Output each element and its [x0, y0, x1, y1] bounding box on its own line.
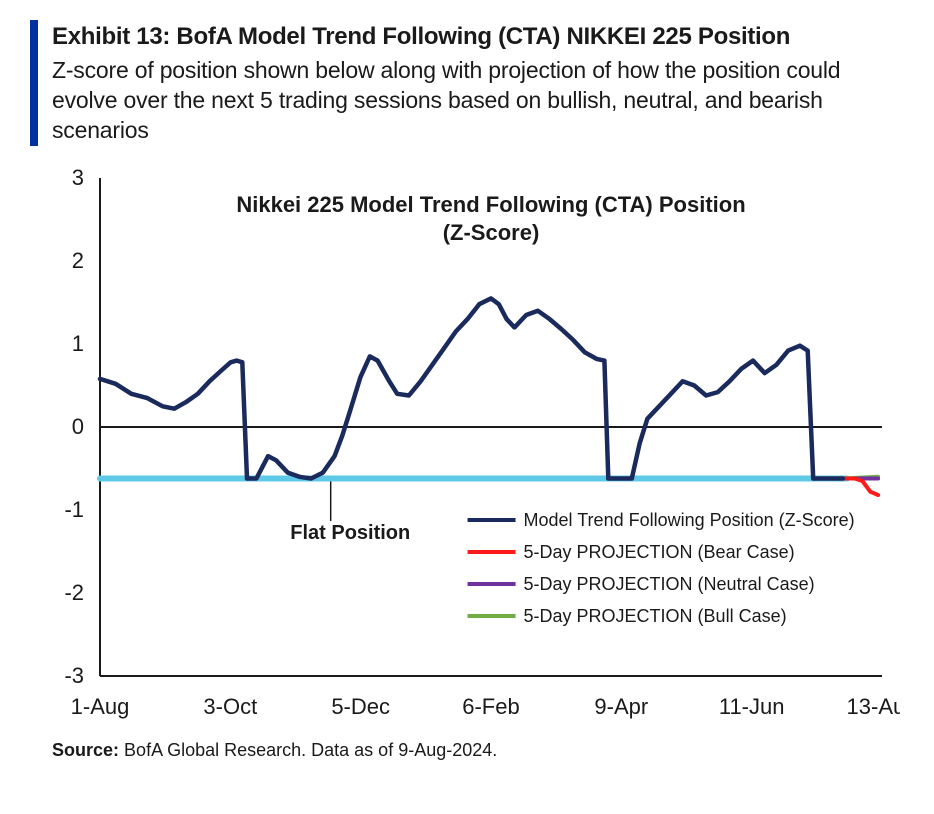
series-main	[100, 298, 843, 478]
exhibit-title: Exhibit 13: BofA Model Trend Following (…	[52, 22, 904, 52]
y-tick-label: 2	[72, 248, 84, 273]
x-tick-label: 11-Jun	[719, 694, 785, 719]
y-tick-label: 3	[72, 166, 84, 190]
y-tick-label: 0	[72, 414, 84, 439]
chart-title-line2: (Z-Score)	[443, 220, 540, 245]
chart-title-line1: Nikkei 225 Model Trend Following (CTA) P…	[236, 192, 745, 217]
exhibit-header: Exhibit 13: BofA Model Trend Following (…	[30, 20, 904, 146]
source-text: BofA Global Research. Data as of 9-Aug-2…	[124, 740, 497, 760]
accent-bar	[30, 20, 38, 146]
legend-label: 5-Day PROJECTION (Bear Case)	[524, 542, 795, 562]
x-tick-label: 3-Oct	[203, 694, 257, 719]
x-tick-label: 13-Aug	[847, 694, 900, 719]
legend-label: Model Trend Following Position (Z-Score)	[524, 510, 855, 530]
source-label: Source:	[52, 740, 119, 760]
chart-svg: -3 -2 -1 0 1 2 3 1-Aug 3-Oct 5-Dec 6-Feb 9-Apr 11-Ju…	[30, 166, 900, 726]
legend-label: 5-Day PROJECTION (Neutral Case)	[524, 574, 815, 594]
flat-position-label: Flat Position	[290, 522, 410, 544]
chart: -3 -2 -1 0 1 2 3 1-Aug 3-Oct 5-Dec 6-Feb 9-Apr 11-Ju…	[30, 166, 900, 726]
exhibit-subtitle: Z-score of position shown below along wi…	[52, 56, 904, 146]
header-text: Exhibit 13: BofA Model Trend Following (…	[52, 20, 904, 146]
y-tick-label: -1	[64, 497, 84, 522]
x-tick-label: 5-Dec	[331, 694, 390, 719]
x-tick-label: 9-Apr	[594, 694, 648, 719]
x-tick-label: 6-Feb	[462, 694, 519, 719]
y-tick-label: -3	[64, 663, 84, 688]
y-tick-label: -2	[64, 580, 84, 605]
y-tick-label: 1	[72, 331, 84, 356]
x-tick-label: 1-Aug	[71, 694, 130, 719]
legend-label: 5-Day PROJECTION (Bull Case)	[524, 606, 787, 626]
source-line: Source: BofA Global Research. Data as of…	[52, 740, 904, 761]
